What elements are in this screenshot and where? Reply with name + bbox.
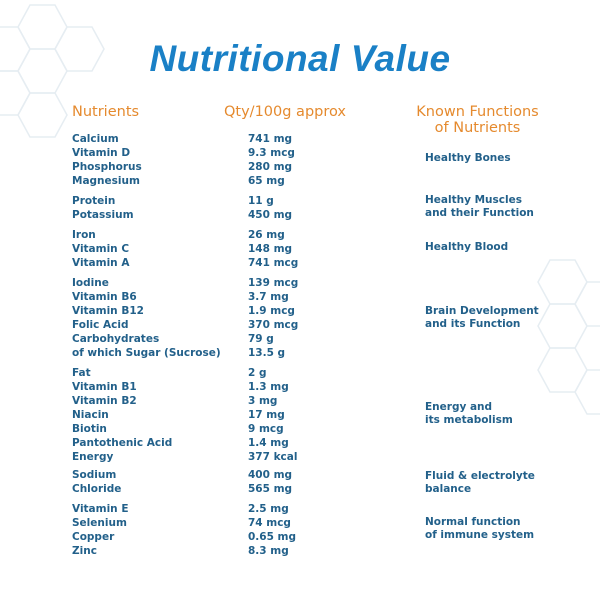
nutrient-function: Fluid & electrolyte balance (425, 470, 535, 495)
nutrient-quantity: 17 mg (248, 409, 285, 421)
nutrient-quantity: 26 mg (248, 229, 285, 241)
nutrient-name: Niacin (72, 409, 109, 421)
nutrient-function: Normal function of immune system (425, 516, 534, 541)
nutrient-name: Folic Acid (72, 319, 129, 331)
function-line: Healthy Blood (425, 241, 509, 253)
header-qty: Qty/100g approx (224, 104, 346, 120)
nutrient-group: Fat Vitamin B1 Vitamin B2 Niacin Biotin Panto… (72, 366, 172, 464)
nutrient-quantity: 9.3 mcg (248, 147, 295, 159)
nutrient-name: Copper (72, 531, 115, 543)
nutrient-quantity: 450 mg (248, 209, 293, 221)
nutrient-quantity: 3 mg (248, 395, 278, 407)
nutrient-quantity: 65 mg (248, 175, 285, 187)
nutrient-group: Sodium Chloride (72, 468, 121, 496)
nutrient-quantity: 0.65 mg (248, 531, 297, 543)
nutrient-name: Iron (72, 229, 96, 241)
nutrient-quantity: 565 mg (248, 483, 293, 495)
nutrient-name: Carbohydrates (72, 333, 160, 345)
nutrient-name: Vitamin B1 (72, 381, 137, 393)
nutrient-name: Fat (72, 367, 91, 379)
nutrient-function: Healthy Muscles and their Function (425, 194, 534, 219)
nutrient-group: Vitamin E Selenium Copper Zinc (72, 502, 129, 558)
nutrient-name: Phosphorus (72, 161, 142, 173)
nutrient-quantity: 1.3 mg (248, 381, 289, 393)
nutrient-quantity: 9 mcg (248, 423, 284, 435)
nutrient-quantity: 139 mcg (248, 277, 299, 289)
nutrient-name: Vitamin B2 (72, 395, 137, 407)
nutrient-name: Vitamin B6 (72, 291, 137, 303)
nutrient-group: Iron Vitamin C Vitamin A (72, 228, 129, 270)
nutrient-quantity: 74 mcg (248, 517, 291, 529)
function-line: Energy and (425, 401, 493, 413)
nutrient-name: Energy (72, 451, 114, 463)
quantity-group: 2.5 mg 74 mcg 0.65 mg 8.3 mg (248, 502, 296, 558)
nutrient-quantity: 280 mg (248, 161, 293, 173)
nutrient-name: Biotin (72, 423, 107, 435)
function-line: Healthy Muscles (425, 194, 522, 206)
nutrient-name: Vitamin C (72, 243, 130, 255)
function-line: its metabolism (425, 413, 513, 426)
function-line: and their Function (425, 206, 534, 219)
nutrient-quantity: 79 g (248, 333, 274, 345)
function-line: Brain Development (425, 305, 539, 317)
nutrient-name: Calcium (72, 133, 119, 145)
nutrient-name: Zinc (72, 545, 97, 557)
quantity-group: 2 g 1.3 mg 3 mg 17 mg 9 mcg 1.4 mg 377 kcal (248, 366, 297, 464)
nutrient-quantity: 370 mcg (248, 319, 299, 331)
function-line: Healthy Bones (425, 152, 511, 164)
header-functions: Known Functions of Nutrients (410, 104, 545, 136)
hexagon-pattern-right (537, 259, 600, 415)
nutrient-name: Sodium (72, 469, 117, 481)
nutrient-name: Iodine (72, 277, 109, 289)
nutrient-quantity: 148 mg (248, 243, 293, 255)
quantity-group: 139 mcg 3.7 mg 1.9 mcg 370 mcg 79 g 13.5 g (248, 276, 298, 360)
header-nutrients: Nutrients (72, 104, 140, 120)
header-functions-line2: of Nutrients (434, 120, 521, 136)
nutrient-quantity: 377 kcal (248, 451, 298, 463)
nutrient-function: Brain Development and its Function (425, 305, 539, 330)
nutrient-name: Chloride (72, 483, 122, 495)
nutrient-name: Vitamin A (72, 257, 130, 269)
function-line: balance (425, 482, 472, 495)
nutrient-name: Magnesium (72, 175, 140, 187)
quantity-group: 741 mg 9.3 mcg 280 mg 65 mg (248, 132, 295, 188)
nutrient-name: Vitamin B12 (72, 305, 144, 317)
nutrient-quantity: 13.5 g (248, 347, 286, 359)
nutrient-quantity: 741 mcg (248, 257, 299, 269)
nutrient-quantity: 8.3 mg (248, 545, 289, 557)
nutrient-name: Selenium (72, 517, 127, 529)
nutrient-quantity: 1.4 mg (248, 437, 289, 449)
nutrient-quantity: 1.9 mcg (248, 305, 295, 317)
nutrient-name: Vitamin D (72, 147, 131, 159)
nutrient-name: Vitamin E (72, 503, 129, 515)
function-line: Fluid & electrolyte (425, 470, 535, 482)
nutrient-function: Energy and its metabolism (425, 401, 513, 426)
nutrient-quantity: 400 mg (248, 469, 293, 481)
function-line: Normal function (425, 516, 521, 528)
hexagon-pattern-top-left (0, 4, 105, 138)
nutrient-name: Pantothenic Acid (72, 437, 173, 449)
nutrient-quantity: 741 mg (248, 133, 293, 145)
nutrient-function: Healthy Bones (425, 152, 511, 165)
function-line: of immune system (425, 528, 535, 541)
quantity-group: 11 g 450 mg (248, 194, 292, 222)
nutrient-group: Iodine Vitamin B6 Vitamin B12 Folic Acid Car… (72, 276, 221, 360)
nutrient-quantity: 2 g (248, 367, 267, 379)
nutrient-group: Protein Potassium (72, 194, 134, 222)
nutrient-quantity: 3.7 mg (248, 291, 289, 303)
nutrient-quantity: 11 g (248, 195, 274, 207)
quantity-group: 400 mg 565 mg (248, 468, 292, 496)
page-title: Nutritional Value (149, 38, 451, 79)
nutrient-name: of which Sugar (Sucrose) (72, 347, 221, 359)
nutrient-group: Calcium Vitamin D Phosphorus Magnesium (72, 132, 142, 188)
nutrient-name: Protein (72, 195, 116, 207)
quantity-group: 26 mg 148 mg 741 mcg (248, 228, 298, 270)
nutrient-quantity: 2.5 mg (248, 503, 289, 515)
function-line: and its Function (425, 317, 521, 330)
nutrient-name: Potassium (72, 209, 134, 221)
nutrient-function: Healthy Blood (425, 241, 508, 254)
header-functions-line1: Known Functions (416, 104, 539, 120)
